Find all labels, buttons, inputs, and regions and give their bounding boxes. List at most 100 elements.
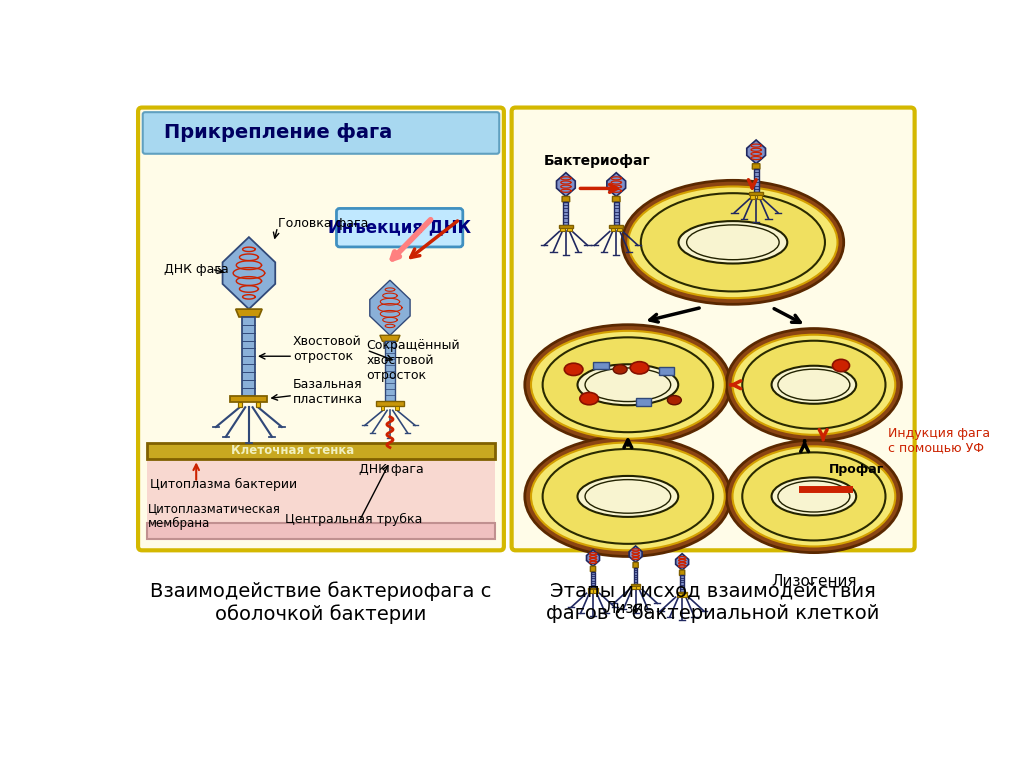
Bar [636, 585, 640, 590]
Bar [617, 227, 622, 231]
Ellipse shape [524, 325, 731, 445]
Bar [243, 317, 255, 396]
Polygon shape [753, 164, 760, 169]
Polygon shape [680, 570, 685, 575]
Bar [610, 227, 615, 231]
Text: Этапы и исход взаимодействия
фагов с бактериальной клеткой: Этапы и исход взаимодействия фагов с бак… [547, 581, 880, 623]
Bar [754, 169, 759, 192]
Text: Цитоплазматическая
мембрана: Цитоплазматическая мембрана [148, 502, 281, 530]
Bar [146, 523, 496, 539]
Bar [381, 406, 384, 410]
Bar [757, 195, 762, 199]
Ellipse shape [668, 396, 681, 405]
Bar [609, 225, 623, 227]
Ellipse shape [687, 225, 779, 260]
Bar [560, 227, 565, 231]
Bar [588, 588, 598, 590]
Polygon shape [629, 546, 642, 562]
Text: Хвостовой
отросток: Хвостовой отросток [293, 335, 361, 362]
Polygon shape [607, 173, 626, 197]
Bar [376, 402, 404, 406]
Ellipse shape [578, 364, 678, 406]
Text: Базальная
пластинка: Базальная пластинка [293, 378, 364, 406]
Ellipse shape [833, 359, 850, 372]
Bar [559, 225, 572, 227]
Polygon shape [612, 197, 621, 202]
Ellipse shape [613, 365, 627, 374]
Bar [238, 402, 242, 407]
Text: Цитоплазма бактерии: Цитоплазма бактерии [150, 478, 297, 492]
Ellipse shape [732, 335, 895, 435]
Text: Индукция фага
с помощью УФ: Индукция фага с помощью УФ [888, 426, 989, 455]
Bar [567, 227, 571, 231]
Text: Профаг: Профаг [829, 463, 885, 476]
Ellipse shape [778, 481, 850, 512]
FancyBboxPatch shape [138, 108, 504, 551]
Bar [146, 459, 496, 539]
Bar [678, 594, 682, 598]
Text: Сокращённый
хвостовой
отросток: Сокращённый хвостовой отросток [367, 339, 461, 382]
FancyBboxPatch shape [512, 108, 914, 551]
Bar [680, 575, 684, 591]
Ellipse shape [679, 221, 787, 263]
Polygon shape [556, 173, 575, 197]
Bar [395, 406, 398, 410]
Bar [750, 192, 763, 195]
Ellipse shape [742, 452, 886, 541]
Text: Головка фага: Головка фага [278, 217, 368, 230]
Bar [631, 584, 640, 585]
Text: Прикрепление фага: Прикрепление фага [164, 124, 392, 143]
Bar [634, 568, 637, 584]
Bar [146, 442, 496, 459]
Polygon shape [562, 197, 569, 202]
Text: Лизис: Лизис [604, 601, 652, 616]
Ellipse shape [585, 479, 671, 513]
Polygon shape [676, 554, 688, 570]
Text: ДНК фага: ДНК фага [359, 463, 424, 476]
Bar [658, 367, 675, 375]
Polygon shape [380, 336, 400, 341]
Bar [591, 571, 595, 588]
Ellipse shape [543, 337, 713, 432]
Text: Центральная трубка: Центральная трубка [286, 513, 423, 526]
Text: Бактериофаг: Бактериофаг [544, 154, 650, 168]
Ellipse shape [578, 476, 678, 517]
Ellipse shape [771, 366, 856, 404]
Ellipse shape [726, 329, 901, 441]
FancyBboxPatch shape [337, 208, 463, 247]
Polygon shape [633, 562, 638, 568]
Text: Инъекция ДНК: Инъекция ДНК [328, 219, 471, 237]
Ellipse shape [580, 392, 598, 405]
Ellipse shape [524, 436, 731, 557]
Bar [751, 195, 755, 199]
Bar [613, 202, 618, 225]
Ellipse shape [531, 442, 725, 551]
Text: Клеточная стенка: Клеточная стенка [230, 445, 354, 458]
Bar [631, 585, 636, 590]
Polygon shape [746, 140, 766, 164]
Bar [563, 202, 568, 225]
Ellipse shape [564, 363, 583, 376]
Text: Взаимодействие бактериофага с
оболочкой бактерии: Взаимодействие бактериофага с оболочкой … [151, 581, 492, 624]
Ellipse shape [778, 369, 850, 400]
Ellipse shape [726, 440, 901, 553]
Ellipse shape [630, 362, 649, 374]
Bar [678, 591, 687, 594]
Bar [593, 362, 608, 369]
Bar [682, 594, 687, 598]
Bar [636, 398, 651, 406]
Ellipse shape [629, 187, 838, 298]
Ellipse shape [622, 180, 844, 304]
Polygon shape [587, 550, 599, 566]
Ellipse shape [742, 341, 886, 429]
Polygon shape [370, 280, 410, 336]
Bar [385, 341, 395, 402]
Ellipse shape [641, 194, 825, 291]
Ellipse shape [585, 368, 671, 402]
FancyBboxPatch shape [142, 112, 500, 154]
Ellipse shape [732, 446, 895, 547]
Bar [256, 402, 260, 407]
Text: Лизогения: Лизогения [771, 574, 857, 588]
Ellipse shape [771, 478, 856, 515]
Text: ДНК фага: ДНК фага [164, 263, 228, 276]
